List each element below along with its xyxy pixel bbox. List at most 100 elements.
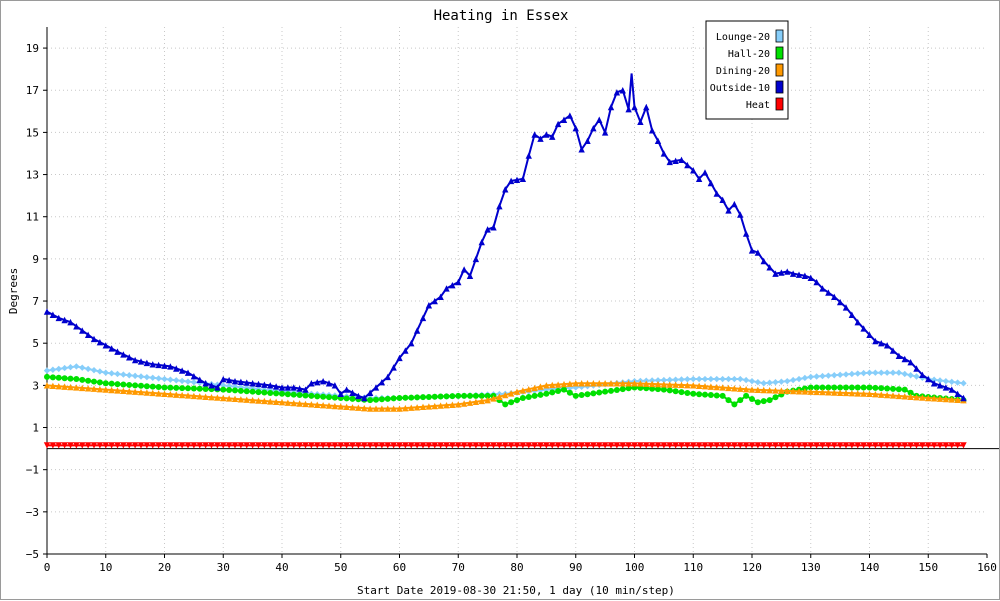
data-point — [549, 442, 556, 449]
data-point — [149, 389, 156, 397]
data-point — [220, 382, 227, 389]
data-point — [596, 116, 603, 123]
data-point — [449, 282, 456, 289]
data-point — [760, 442, 767, 449]
data-point — [337, 403, 344, 410]
data-point — [590, 124, 597, 132]
data-point — [742, 230, 750, 237]
data-point — [231, 395, 239, 403]
data-point — [396, 354, 403, 362]
data-point — [61, 383, 68, 390]
data-point — [719, 196, 726, 204]
data-point — [537, 383, 544, 390]
x-tick-label: 60 — [393, 561, 406, 574]
data-point — [831, 389, 838, 396]
data-point — [161, 384, 168, 391]
data-point — [502, 391, 509, 399]
data-point — [766, 379, 773, 386]
y-tick-label: 19 — [26, 42, 39, 55]
data-point — [196, 376, 203, 383]
data-point — [408, 442, 415, 449]
data-point — [836, 298, 844, 306]
data-point — [302, 386, 309, 393]
series-lines — [43, 73, 967, 449]
data-point — [196, 385, 203, 392]
data-point — [619, 87, 626, 94]
data-point — [443, 393, 450, 400]
data-point — [737, 442, 744, 449]
data-point — [460, 266, 468, 273]
data-point — [132, 382, 139, 389]
data-point — [560, 442, 568, 449]
data-point — [390, 405, 397, 412]
data-point — [672, 157, 679, 165]
data-point — [331, 382, 339, 389]
data-point — [731, 200, 738, 208]
data-point — [825, 289, 832, 296]
data-point — [131, 442, 139, 449]
data-point — [137, 388, 145, 396]
data-point — [878, 442, 885, 449]
data-point — [237, 387, 244, 394]
data-point — [302, 400, 309, 408]
data-point — [390, 442, 397, 449]
data-point — [114, 370, 121, 378]
data-point — [889, 369, 897, 376]
data-point — [789, 270, 797, 277]
data-point — [137, 442, 145, 449]
data-point — [85, 377, 92, 384]
data-point — [678, 381, 685, 389]
data-point — [543, 131, 550, 138]
data-point — [455, 278, 462, 286]
data-point — [220, 442, 227, 449]
data-point — [502, 186, 509, 193]
data-point — [349, 442, 356, 449]
data-point — [883, 442, 891, 449]
data-point — [149, 374, 156, 381]
data-point — [807, 274, 814, 282]
data-point — [596, 442, 603, 449]
data-point — [707, 392, 714, 399]
data-point — [872, 391, 879, 398]
data-point — [431, 393, 438, 400]
data-point — [760, 398, 767, 405]
data-point — [126, 381, 133, 388]
data-point — [325, 442, 333, 449]
data-point — [319, 377, 327, 385]
data-point — [807, 373, 814, 381]
data-point — [43, 308, 51, 315]
x-tick-label: 20 — [158, 561, 171, 574]
data-point — [936, 382, 944, 389]
data-point — [161, 362, 168, 369]
data-point — [272, 398, 280, 406]
data-point — [848, 384, 855, 391]
data-point — [443, 442, 450, 449]
data-point — [719, 442, 726, 449]
data-point — [449, 401, 456, 408]
data-point — [237, 378, 245, 386]
data-point — [660, 386, 667, 393]
data-point — [584, 137, 591, 145]
data-point — [108, 442, 115, 449]
data-point — [825, 442, 832, 449]
data-point — [208, 382, 215, 389]
data-point — [79, 327, 86, 334]
data-point — [367, 397, 374, 404]
data-point — [554, 120, 562, 128]
x-axis-label: Start Date 2019-08-30 21:50, 1 day (10 m… — [357, 584, 675, 597]
data-point — [249, 380, 256, 387]
data-point — [296, 392, 303, 399]
y-tick-label: 7 — [32, 295, 39, 308]
data-point — [55, 314, 62, 322]
data-point — [349, 404, 356, 411]
data-point — [155, 390, 162, 397]
x-tick-label: 100 — [625, 561, 645, 574]
data-point — [149, 383, 156, 390]
data-point — [883, 369, 891, 376]
data-point — [226, 386, 233, 393]
data-point — [49, 374, 56, 381]
data-point — [173, 442, 180, 449]
data-point — [748, 442, 756, 449]
data-point — [596, 380, 603, 387]
data-point — [766, 387, 773, 394]
